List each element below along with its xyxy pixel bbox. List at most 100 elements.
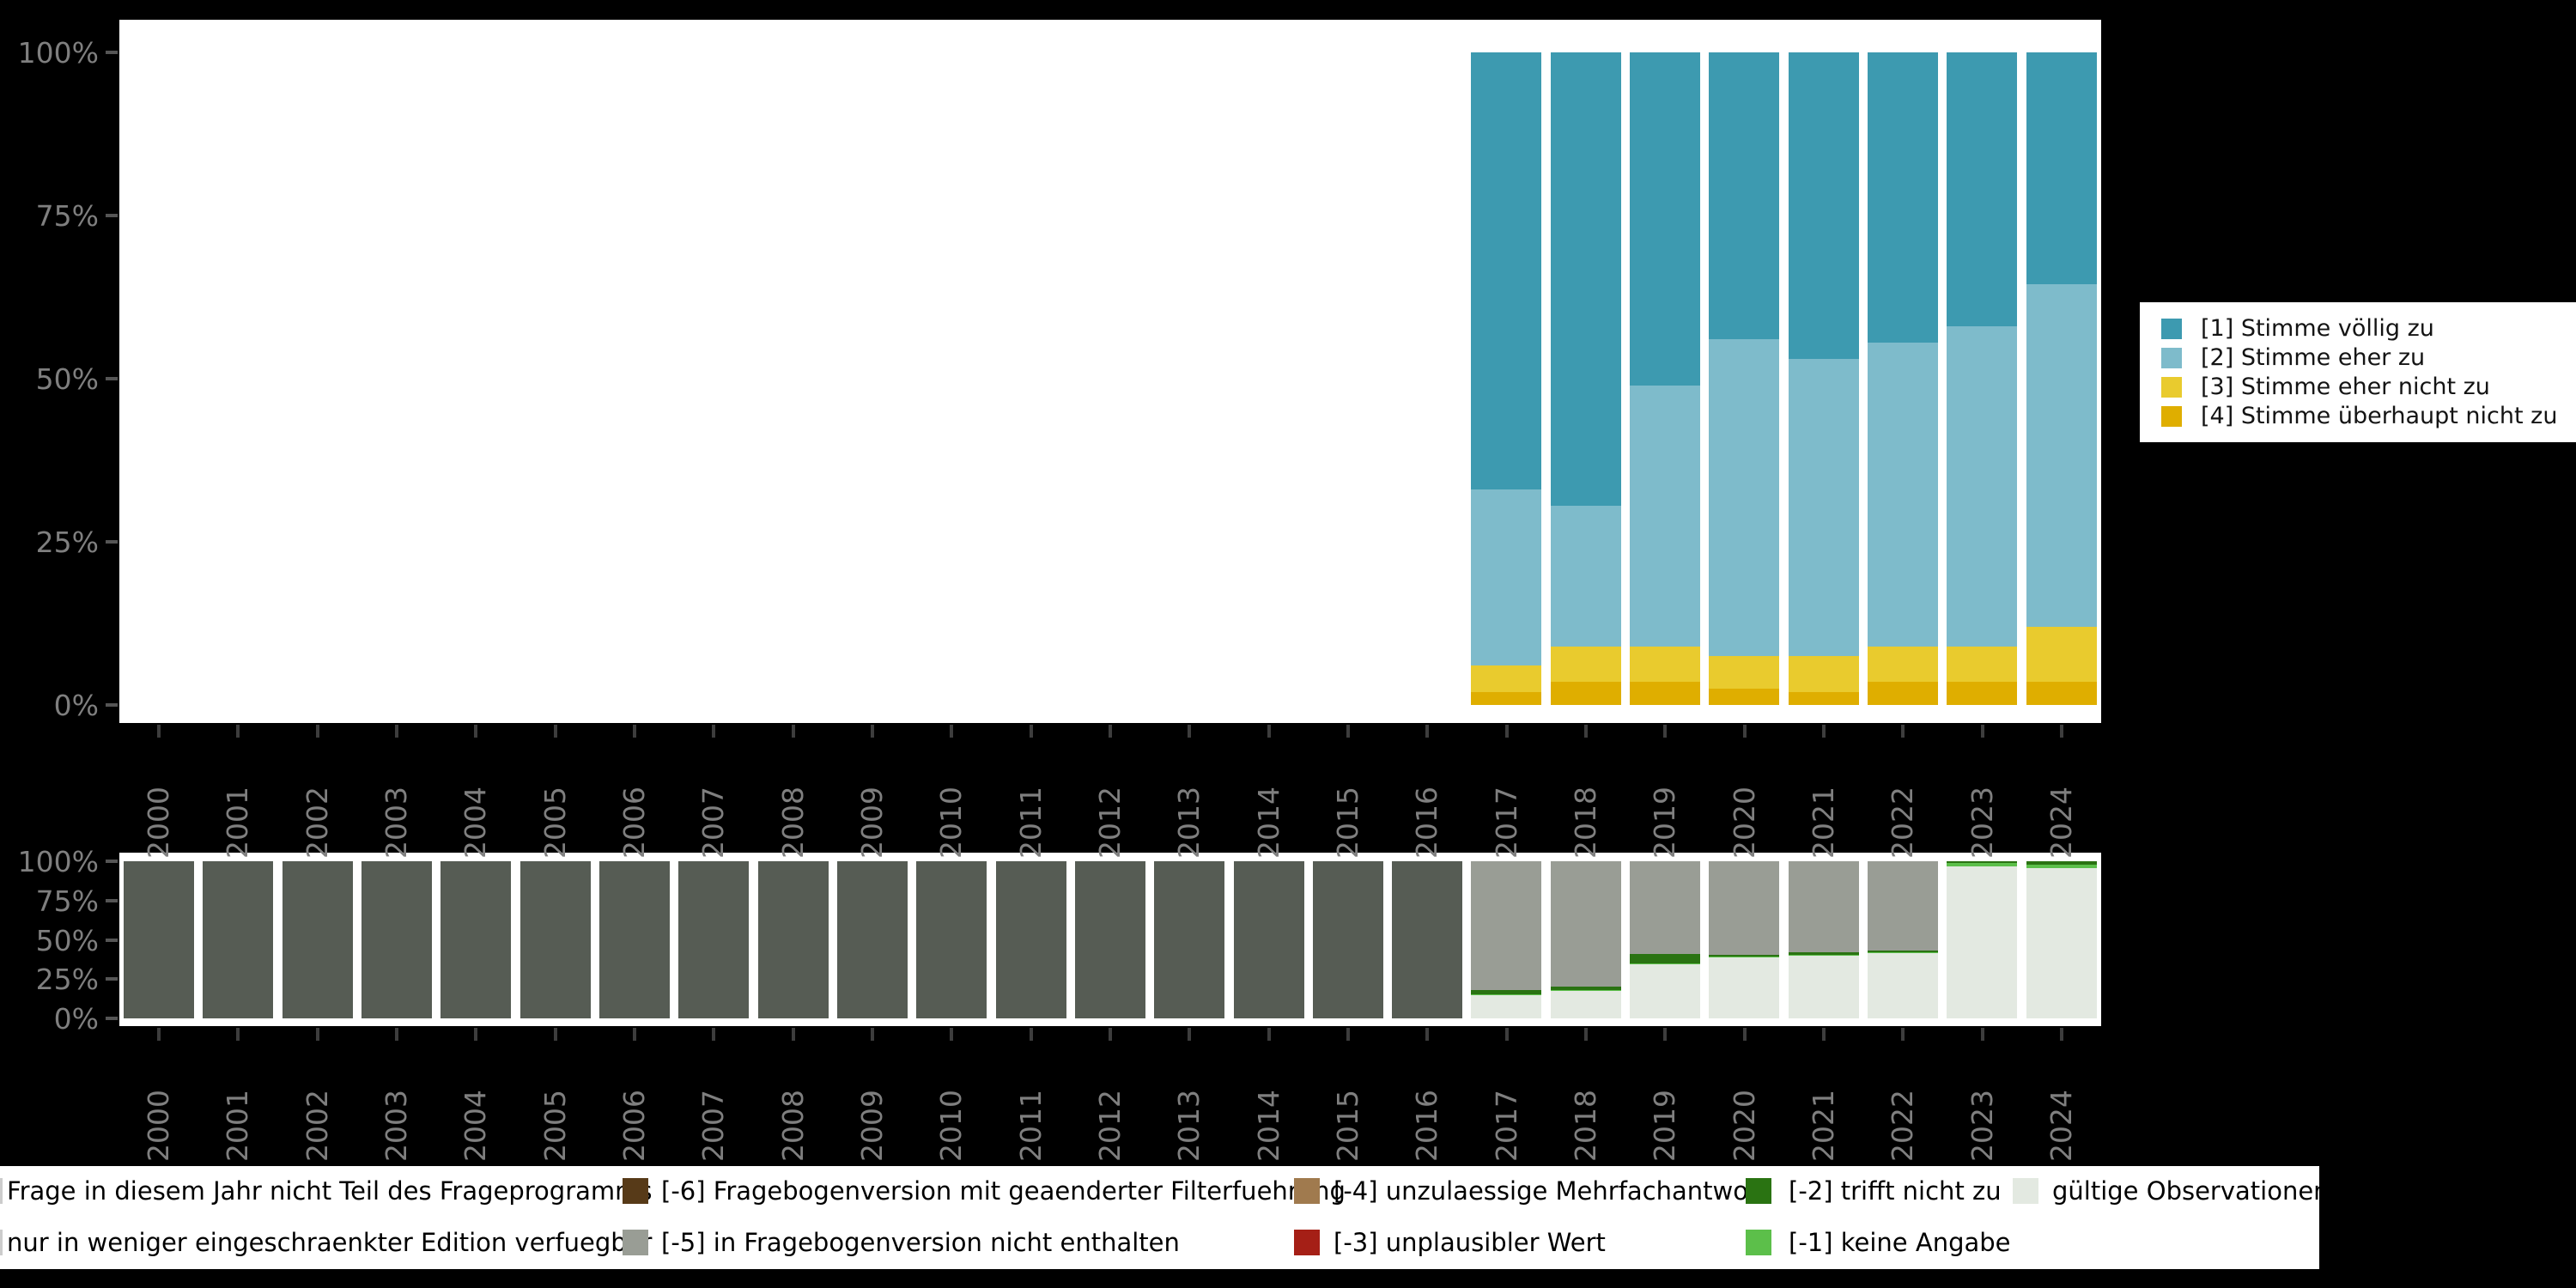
bar-2023: [1947, 52, 2018, 705]
bar-2004: [440, 861, 512, 1018]
legend-label: [-4] unzulaessige Mehrfachantwort: [1334, 1176, 1769, 1206]
bar-column-2012: [1071, 52, 1150, 705]
legend-swatch-valid: [2013, 1178, 2038, 1204]
segment-valid: [1550, 990, 1621, 1018]
x-axis-tick: [1425, 1028, 1430, 1041]
segment-c1: [1868, 52, 1939, 343]
bar-2011: [995, 861, 1066, 1018]
legend-label: gültige Observationen: [2052, 1176, 2319, 1206]
segment-m2: [1471, 990, 1542, 994]
bar-2018: [1550, 52, 1621, 705]
x-axis-tick: [1980, 725, 1984, 738]
x-axis-tick: [1504, 725, 1509, 738]
bar-column-2002: [278, 861, 357, 1018]
x-axis-tick: [1346, 725, 1350, 738]
y-axis-tick: [106, 51, 118, 54]
segment-c3: [1868, 646, 1939, 683]
bar-column-2023: [1942, 52, 2021, 705]
legend-label: [1] Stimme völlig zu: [2201, 315, 2434, 342]
legend-label: [4] Stimme überhaupt nicht zu: [2201, 403, 2558, 429]
legend-swatch-m1: [1746, 1230, 1771, 1255]
bar-column-2022: [1863, 52, 1942, 705]
bar-column-2018: [1546, 861, 1625, 1018]
segment-c3: [1550, 646, 1621, 683]
x-axis-tick: [1188, 725, 1192, 738]
x-axis-tick: [236, 725, 240, 738]
x-axis-tick: [712, 1028, 716, 1041]
bar-column-2017: [1467, 861, 1546, 1018]
bar-column-2011: [991, 52, 1070, 705]
bar-column-2019: [1625, 52, 1704, 705]
bar-column-2011: [991, 861, 1070, 1018]
x-axis-tick: [395, 725, 399, 738]
segment-valid: [1630, 964, 1701, 1018]
x-axis-tick: [1742, 1028, 1747, 1041]
top-legend: [1] Stimme völlig zu [2] Stimme eher zu [3…: [2140, 302, 2576, 442]
x-axis-tick: [315, 1028, 319, 1041]
x-axis-tick: [633, 725, 637, 738]
y-axis-tick: [106, 1017, 118, 1020]
x-axis-tick: [395, 1028, 399, 1041]
legend-swatch-c1: [2161, 318, 2182, 339]
bar-column-2021: [1784, 52, 1863, 705]
x-axis-tick: [1029, 725, 1033, 738]
bar-2017: [1471, 52, 1542, 705]
segment-prog: [361, 861, 433, 1018]
bar-column-2016: [1388, 52, 1467, 705]
legend-label: [-5] in Fragebogenversion nicht enthalte…: [661, 1228, 1180, 1257]
segment-prog: [440, 861, 512, 1018]
legend-label: nur in weniger eingeschraenkter Edition …: [7, 1228, 653, 1257]
top-chart-bars: [119, 52, 2101, 705]
legend-swatch-c4: [2161, 405, 2182, 427]
segment-c2: [1709, 339, 1780, 656]
y-axis-label: 0%: [53, 689, 99, 722]
x-axis-tick: [2059, 725, 2063, 738]
y-axis-tick: [106, 377, 118, 380]
segment-c1: [1550, 52, 1621, 507]
segment-valid: [1868, 953, 1939, 1018]
segment-c2: [1550, 506, 1621, 647]
x-axis-tick: [1188, 1028, 1192, 1041]
bottom-chart-bars: [119, 861, 2101, 1018]
bar-2020: [1709, 861, 1780, 1018]
x-axis-tick: [474, 1028, 478, 1041]
bar-2007: [678, 861, 750, 1018]
bar-column-2009: [833, 861, 912, 1018]
bar-2023: [1947, 861, 2018, 1018]
segment-prog: [203, 861, 274, 1018]
segment-prog: [1154, 861, 1225, 1018]
bar-2002: [282, 861, 353, 1018]
legend-swatch-m3: [1294, 1230, 1320, 1255]
x-axis-tick: [236, 1028, 240, 1041]
bar-2012: [1074, 861, 1145, 1018]
x-axis-tick: [871, 725, 875, 738]
bar-2024: [2026, 52, 2097, 705]
bar-column-2003: [357, 861, 436, 1018]
y-axis-label: 50%: [35, 923, 99, 957]
bar-column-2020: [1704, 52, 1783, 705]
segment-c2: [1868, 343, 1939, 647]
segment-prog: [1392, 861, 1463, 1018]
bar-column-2018: [1546, 52, 1625, 705]
segment-c4: [1947, 682, 2018, 705]
legend-label: [3] Stimme eher nicht zu: [2201, 374, 2490, 400]
segment-prog: [1074, 861, 1145, 1018]
segment-m5: [1550, 861, 1621, 987]
segment-c1: [1788, 52, 1859, 360]
bar-column-2001: [198, 861, 277, 1018]
bar-column-2005: [516, 861, 595, 1018]
segment-m5: [1868, 861, 1939, 951]
bar-column-2010: [912, 52, 991, 705]
segment-c1: [1630, 52, 1701, 386]
bar-2003: [361, 861, 433, 1018]
bar-column-2014: [1229, 861, 1308, 1018]
segment-m1: [1630, 963, 1701, 965]
bar-column-2008: [754, 52, 833, 705]
y-axis-label: 25%: [35, 963, 99, 997]
legend-label: Frage in diesem Jahr nicht Teil des Frag…: [7, 1176, 653, 1206]
bar-2014: [1233, 861, 1304, 1018]
legend-entry: [3] Stimme eher nicht zu: [2161, 374, 2576, 400]
x-axis-tick: [553, 725, 557, 738]
x-axis-tick: [1109, 1028, 1112, 1041]
